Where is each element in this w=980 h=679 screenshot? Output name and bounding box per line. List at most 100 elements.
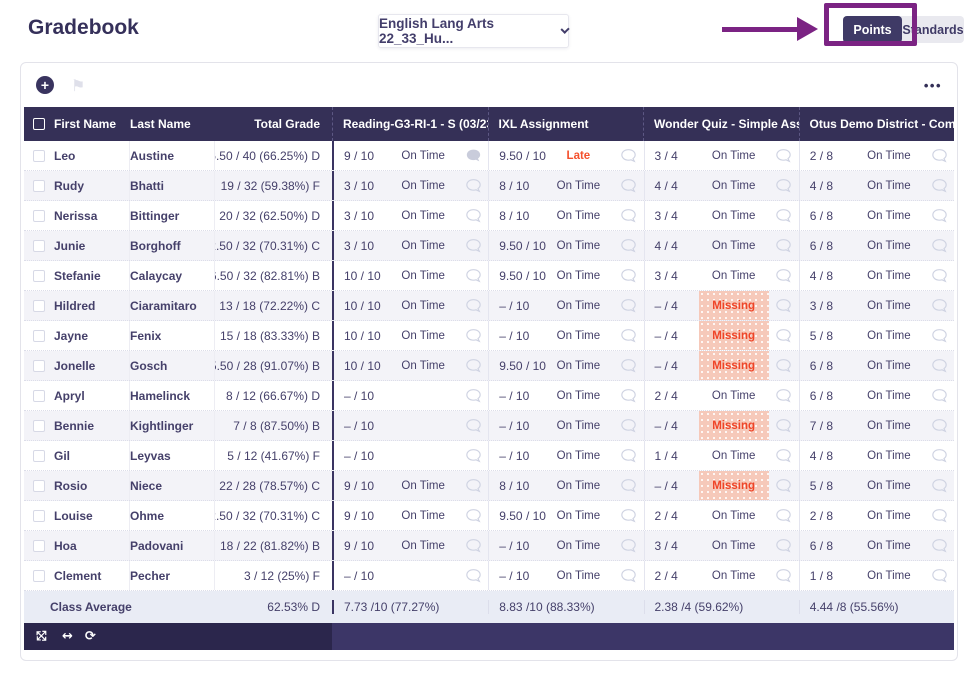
grade-cell[interactable]: – / 4 Missing	[643, 411, 799, 440]
comment-icon[interactable]	[614, 268, 644, 283]
comment-icon[interactable]	[458, 358, 488, 373]
grade-cell[interactable]: – / 10	[332, 441, 488, 470]
table-row[interactable]: Hoa Padovani 18 / 22 (81.82%) B 9 / 10 O…	[24, 531, 954, 561]
column-header-assignment-1[interactable]: Reading-G3-RI-1 - S (03/23/2...	[332, 107, 488, 141]
horizontal-resize-icon[interactable]: ↔	[62, 629, 73, 644]
grade-cell[interactable]: 5 / 8 On Time	[798, 471, 954, 500]
comment-icon[interactable]	[769, 388, 799, 403]
column-header-assignment-2[interactable]: IXL Assignment	[487, 107, 644, 141]
comment-icon[interactable]	[458, 148, 488, 163]
grade-cell[interactable]: 9 / 10 On Time	[332, 531, 488, 560]
comment-icon[interactable]	[458, 298, 488, 313]
grade-cell[interactable]: 6 / 8 On Time	[798, 231, 954, 260]
row-checkbox[interactable]	[33, 419, 45, 432]
column-header-last-name[interactable]: Last Name	[130, 117, 191, 131]
grade-cell[interactable]: 9.50 / 10 Late	[488, 141, 643, 170]
grade-cell[interactable]: – / 10 On Time	[488, 441, 643, 470]
grade-cell[interactable]: 2 / 8 On Time	[798, 501, 954, 530]
grade-cell[interactable]: 3 / 4 On Time	[643, 141, 799, 170]
grade-cell[interactable]: – / 10 On Time	[488, 411, 643, 440]
refresh-icon[interactable]: ⟳	[84, 629, 96, 644]
grade-cell[interactable]: 10 / 10 On Time	[332, 351, 488, 380]
grade-cell[interactable]: 6 / 8 On Time	[798, 531, 954, 560]
table-row[interactable]: Junie Borghoff 22.50 / 32 (70.31%) C 3 /…	[24, 231, 954, 261]
expand-icon[interactable]: ⤢ ⤡	[36, 628, 47, 644]
grade-cell[interactable]: 4 / 4 On Time	[643, 231, 799, 260]
grade-cell[interactable]: 3 / 8 On Time	[798, 291, 954, 320]
row-checkbox[interactable]	[33, 539, 45, 552]
grade-cell[interactable]: – / 4 Missing	[643, 351, 799, 380]
comment-icon[interactable]	[924, 238, 954, 253]
column-header-assignment-3[interactable]: Wonder Quiz - Simple Assessm...	[643, 107, 799, 141]
grade-cell[interactable]: 3 / 10 On Time	[332, 201, 488, 230]
comment-icon[interactable]	[924, 508, 954, 523]
comment-icon[interactable]	[924, 418, 954, 433]
standards-button[interactable]: Standards	[902, 16, 964, 43]
grade-cell[interactable]: 1 / 8 On Time	[798, 561, 954, 590]
comment-icon[interactable]	[614, 508, 644, 523]
row-checkbox[interactable]	[33, 179, 45, 192]
comment-icon[interactable]	[614, 448, 644, 463]
table-row[interactable]: Stefanie Calaycay 26.50 / 32 (82.81%) B …	[24, 261, 954, 291]
comment-icon[interactable]	[769, 148, 799, 163]
comment-icon[interactable]	[924, 178, 954, 193]
grade-cell[interactable]: – / 4 Missing	[643, 471, 799, 500]
row-checkbox[interactable]	[33, 329, 45, 342]
grade-cell[interactable]: 3 / 4 On Time	[643, 261, 799, 290]
comment-icon[interactable]	[458, 568, 488, 583]
table-row[interactable]: Rosio Niece 22 / 28 (78.57%) C 9 / 10 On…	[24, 471, 954, 501]
comment-icon[interactable]	[614, 238, 644, 253]
grade-cell[interactable]: 9 / 10 On Time	[332, 141, 488, 170]
row-checkbox[interactable]	[33, 149, 45, 162]
grade-cell[interactable]: – / 4 Missing	[643, 291, 799, 320]
comment-icon[interactable]	[458, 208, 488, 223]
comment-icon[interactable]	[614, 358, 644, 373]
table-row[interactable]: Apryl Hamelinck 8 / 12 (66.67%) D – / 10…	[24, 381, 954, 411]
comment-icon[interactable]	[458, 388, 488, 403]
row-checkbox[interactable]	[33, 269, 45, 282]
comment-icon[interactable]	[769, 178, 799, 193]
grade-cell[interactable]: 2 / 4 On Time	[643, 381, 799, 410]
comment-icon[interactable]	[769, 418, 799, 433]
comment-icon[interactable]	[769, 328, 799, 343]
comment-icon[interactable]	[769, 268, 799, 283]
comment-icon[interactable]	[924, 208, 954, 223]
comment-icon[interactable]	[458, 478, 488, 493]
comment-icon[interactable]	[614, 418, 644, 433]
row-checkbox[interactable]	[33, 449, 45, 462]
table-row[interactable]: Leo Austine 26.50 / 40 (66.25%) D 9 / 10…	[24, 141, 954, 171]
comment-icon[interactable]	[924, 268, 954, 283]
grade-cell[interactable]: 5 / 8 On Time	[798, 321, 954, 350]
grade-cell[interactable]: 3 / 4 On Time	[643, 531, 799, 560]
comment-icon[interactable]	[769, 358, 799, 373]
comment-icon[interactable]	[614, 568, 644, 583]
column-header-assignment-4[interactable]: Otus Demo District - Common ...	[798, 107, 954, 141]
select-all-checkbox[interactable]	[33, 118, 45, 130]
grade-cell[interactable]: 2 / 4 On Time	[643, 501, 799, 530]
row-checkbox[interactable]	[33, 479, 45, 492]
grade-cell[interactable]: 9.50 / 10 On Time	[488, 261, 643, 290]
comment-icon[interactable]	[924, 328, 954, 343]
grade-cell[interactable]: – / 10 On Time	[488, 381, 643, 410]
grade-cell[interactable]: 9 / 10 On Time	[332, 471, 488, 500]
grade-cell[interactable]: 10 / 10 On Time	[332, 291, 488, 320]
comment-icon[interactable]	[614, 148, 644, 163]
row-checkbox[interactable]	[33, 359, 45, 372]
comment-icon[interactable]	[458, 508, 488, 523]
table-row[interactable]: Rudy Bhatti 19 / 32 (59.38%) F 3 / 10 On…	[24, 171, 954, 201]
comment-icon[interactable]	[458, 538, 488, 553]
grade-cell[interactable]: 10 / 10 On Time	[332, 261, 488, 290]
points-button[interactable]: Points	[843, 16, 902, 43]
comment-icon[interactable]	[614, 298, 644, 313]
row-checkbox[interactable]	[33, 239, 45, 252]
comment-icon[interactable]	[769, 538, 799, 553]
grade-cell[interactable]: – / 10 On Time	[488, 531, 643, 560]
grade-cell[interactable]: 8 / 10 On Time	[488, 471, 643, 500]
grade-cell[interactable]: – / 10	[332, 561, 488, 590]
comment-icon[interactable]	[614, 328, 644, 343]
class-selector[interactable]: English Lang Arts 22_33_Hu...	[378, 14, 570, 48]
comment-icon[interactable]	[458, 328, 488, 343]
grade-cell[interactable]: 7 / 8 On Time	[798, 411, 954, 440]
grade-cell[interactable]: – / 4 Missing	[643, 321, 799, 350]
grade-cell[interactable]: 3 / 4 On Time	[643, 201, 799, 230]
